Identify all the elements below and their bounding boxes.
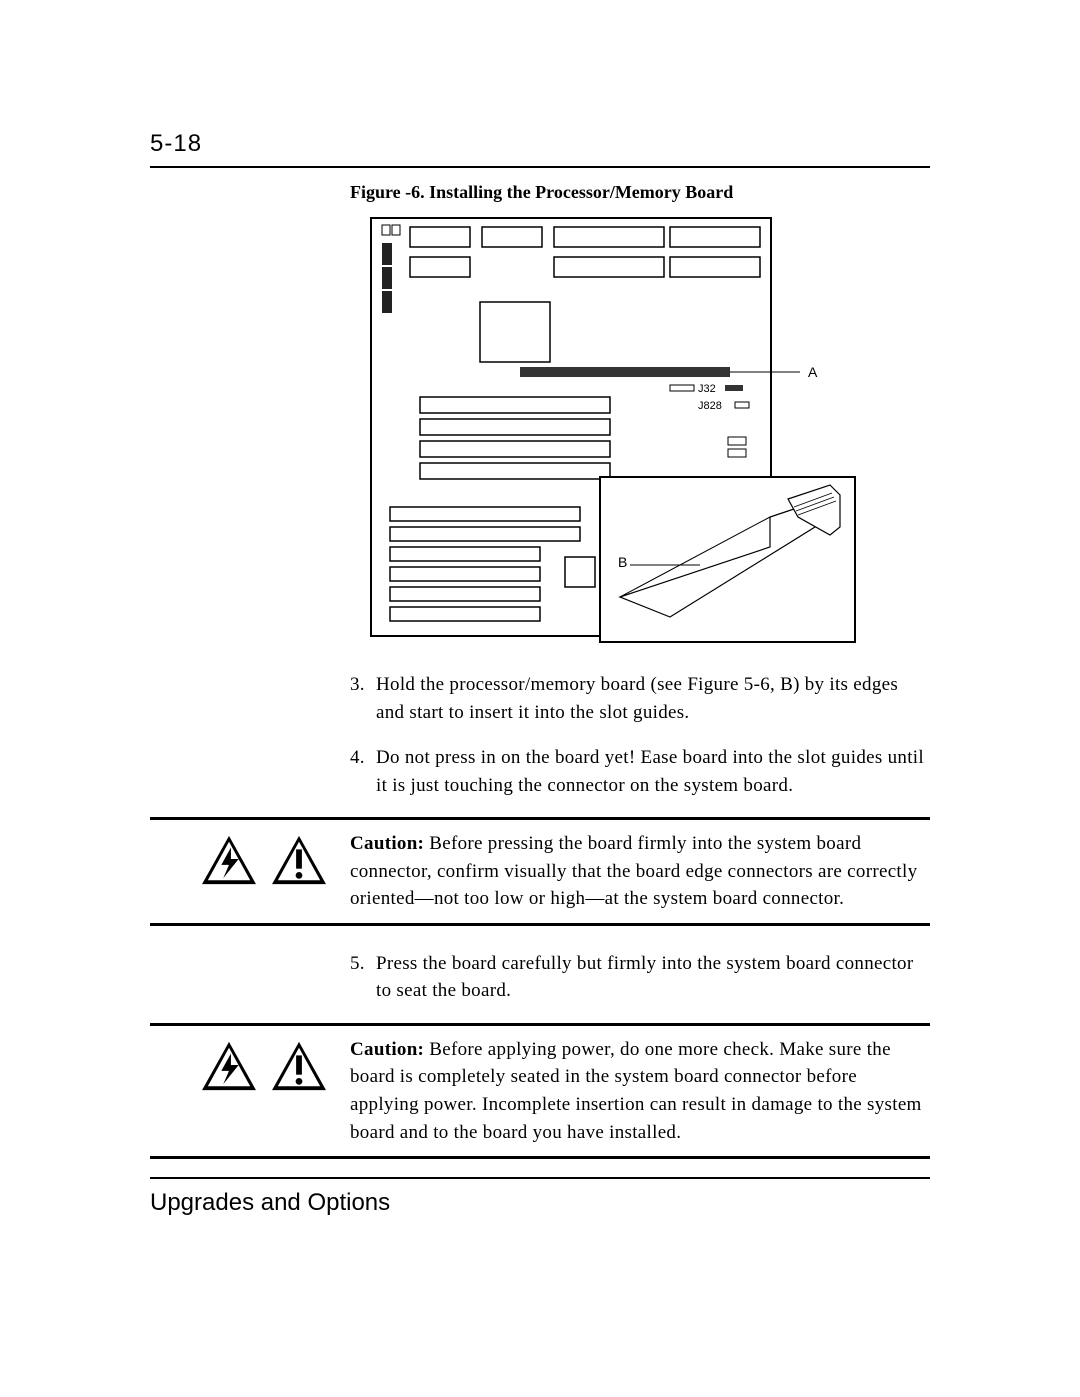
- page-content: 5-18 Figure -6. Installing the Processor…: [150, 130, 930, 1217]
- label-b: B: [618, 554, 627, 570]
- bottom-rule: [150, 1177, 930, 1179]
- top-rule: [150, 166, 930, 168]
- caution-label: Caution:: [350, 833, 424, 854]
- caution-icons: [150, 1036, 350, 1092]
- step-number: 4.: [350, 744, 376, 799]
- svg-text:J828: J828: [698, 400, 722, 412]
- step-number: 5.: [350, 950, 376, 1005]
- step-5: 5. Press the board carefully but firmly …: [350, 950, 930, 1005]
- footer-title: Upgrades and Options: [150, 1189, 930, 1217]
- steps-list: 3. Hold the processor/memory board (see …: [350, 671, 930, 799]
- caution-body: Before applying power, do one more check…: [350, 1039, 922, 1143]
- step-4: 4. Do not press in on the board yet! Eas…: [350, 744, 930, 799]
- step-text: Press the board carefully but firmly int…: [376, 950, 930, 1005]
- step-text: Do not press in on the board yet! Ease b…: [376, 744, 930, 799]
- caution-icons: [150, 830, 350, 886]
- warning-icon: [270, 1040, 328, 1092]
- page-number: 5-18: [150, 130, 930, 158]
- svg-text:J32: J32: [698, 383, 716, 395]
- caution-block-2: Caution: Before applying power, do one m…: [150, 1023, 930, 1159]
- label-a: A: [808, 364, 818, 380]
- step-number: 3.: [350, 671, 376, 726]
- electric-shock-icon: [200, 1040, 258, 1092]
- caution-block-1: Caution: Before pressing the board firml…: [150, 817, 930, 926]
- caution-text: Caution: Before pressing the board firml…: [350, 830, 930, 913]
- steps-list-2: 5. Press the board carefully but firmly …: [350, 950, 930, 1005]
- caution-text: Caution: Before applying power, do one m…: [350, 1036, 930, 1146]
- caution-label: Caution:: [350, 1039, 424, 1060]
- step-3: 3. Hold the processor/memory board (see …: [350, 671, 930, 726]
- warning-icon: [270, 834, 328, 886]
- figure-caption: Figure -6. Installing the Processor/Memo…: [350, 182, 930, 203]
- caution-body: Before pressing the board firmly into th…: [350, 833, 917, 909]
- electric-shock-icon: [200, 834, 258, 886]
- step-text: Hold the processor/memory board (see Fig…: [376, 671, 930, 726]
- figure-diagram: A J32 J828: [370, 217, 860, 647]
